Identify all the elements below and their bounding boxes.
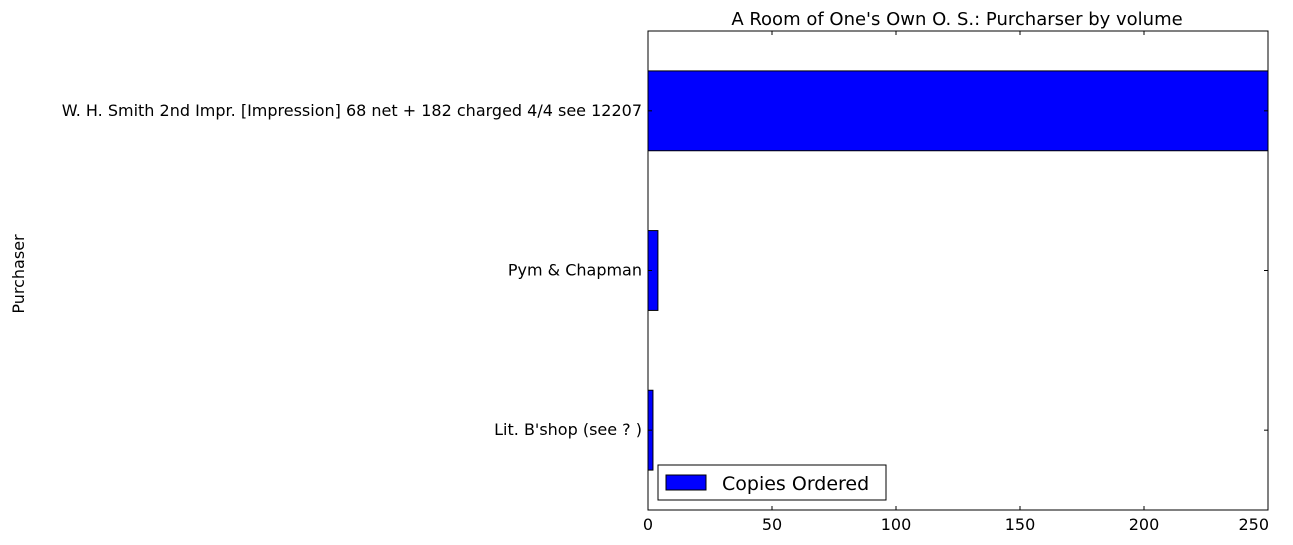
x-tick-label: 50 — [762, 515, 782, 534]
legend: Copies Ordered — [657, 464, 887, 501]
bar — [647, 70, 1269, 152]
y-tick-label: Lit. B'shop (see ? ) — [494, 420, 642, 439]
x-tick-label: 0 — [643, 515, 653, 534]
legend-swatch — [665, 474, 707, 491]
x-tick-label: 150 — [1005, 515, 1036, 534]
x-tick-label: 200 — [1129, 515, 1160, 534]
y-tick-label: W. H. Smith 2nd Impr. [Impression] 68 ne… — [62, 101, 642, 120]
y-tick-label: Pym & Chapman — [508, 261, 642, 280]
chart-title: A Room of One's Own O. S.: Purcharser by… — [731, 9, 1182, 30]
x-tick-label: 100 — [881, 515, 912, 534]
y-axis-label: Purchaser — [9, 234, 28, 314]
legend-label: Copies Ordered — [722, 473, 869, 495]
x-tick-label: 250 — [1238, 515, 1269, 534]
